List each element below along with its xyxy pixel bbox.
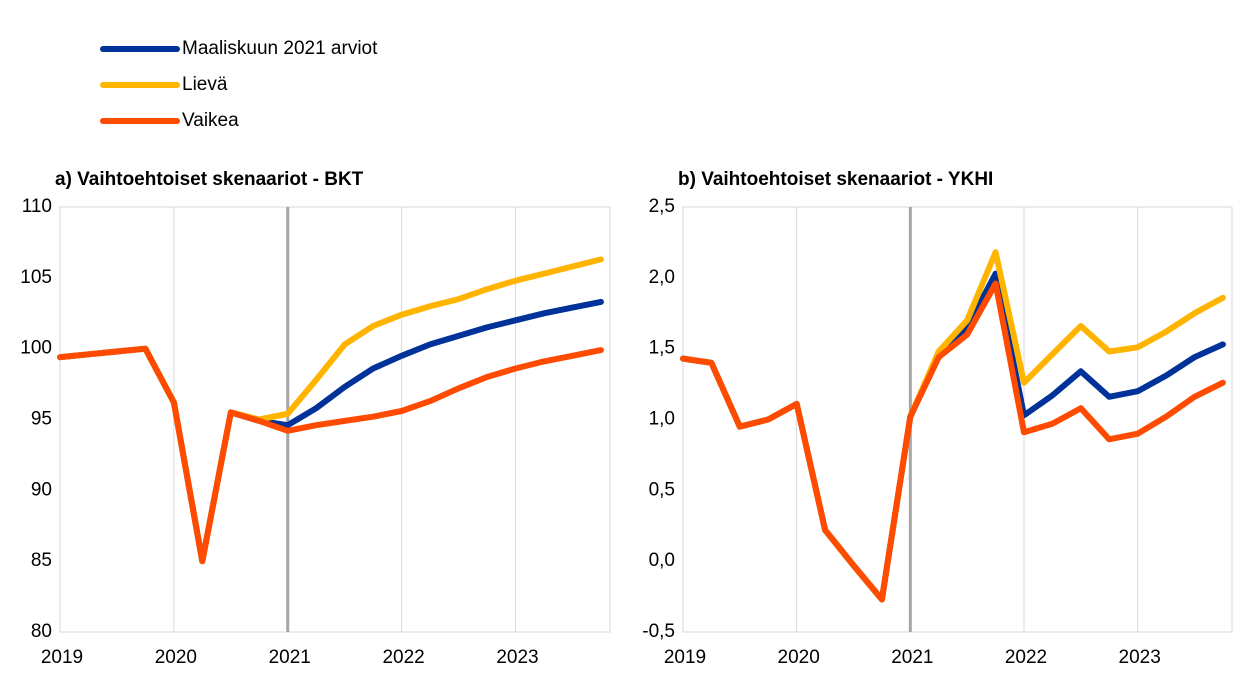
series-line (680, 280, 1226, 603)
x-tick-label: 2019 (664, 647, 706, 668)
x-tick-label: 2021 (891, 647, 933, 668)
y-tick-label: 85 (31, 550, 52, 571)
y-tick-label: 80 (31, 621, 52, 642)
y-tick-label: 2,0 (649, 267, 675, 288)
y-tick-label: 95 (31, 409, 52, 430)
chart-title: a) Vaihtoehtoiset skenaariot - BKT (55, 169, 364, 190)
series-line (680, 249, 1226, 603)
chart-title: b) Vaihtoehtoiset skenaariot - YKHI (678, 169, 993, 190)
y-tick-label: 100 (20, 338, 52, 359)
series-line (680, 270, 1226, 603)
series-line (57, 256, 604, 565)
y-tick-label: 110 (22, 196, 52, 217)
y-tick-label: 2,5 (649, 196, 675, 217)
series-line (57, 345, 604, 565)
legend-label: Vaikea (182, 110, 239, 131)
y-tick-label: 1,0 (649, 409, 675, 430)
y-tick-label: 90 (31, 479, 52, 500)
x-tick-label: 2020 (155, 647, 197, 668)
y-tick-label: 105 (20, 267, 52, 288)
x-tick-label: 2022 (1005, 647, 1047, 668)
x-tick-label: 2022 (382, 647, 424, 668)
x-tick-label: 2023 (1119, 647, 1161, 668)
x-tick-label: 2023 (496, 647, 538, 668)
series-line (57, 298, 604, 565)
x-tick-label: 2019 (41, 647, 83, 668)
legend-label: Lievä (182, 74, 228, 95)
y-tick-label: -0,5 (642, 621, 675, 642)
legend-label: Maaliskuun 2021 arviot (182, 38, 378, 59)
x-tick-label: 2021 (269, 647, 311, 668)
y-tick-label: 0,0 (649, 550, 675, 571)
y-tick-label: 1,5 (649, 338, 675, 359)
x-tick-label: 2020 (778, 647, 820, 668)
y-tick-label: 0,5 (649, 479, 675, 500)
